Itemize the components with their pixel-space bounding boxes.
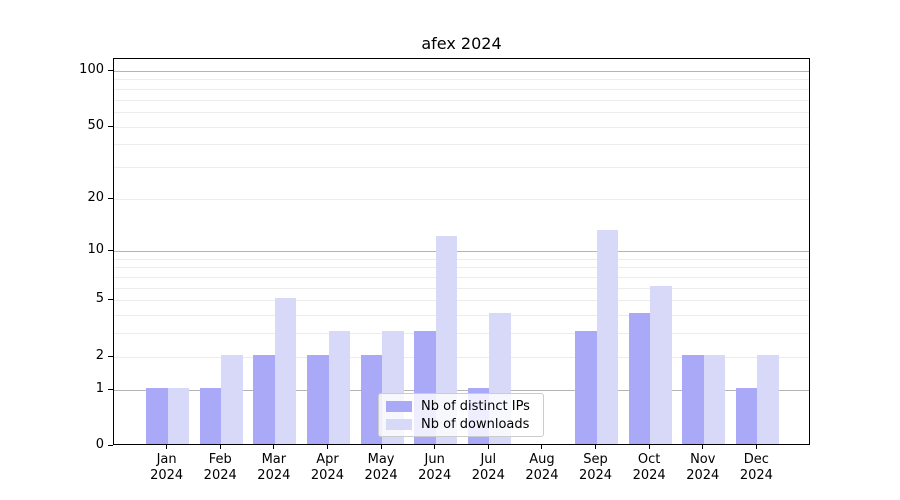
y-tick-label-100: 100: [79, 62, 104, 78]
x-tick-mar: [273, 445, 275, 449]
x-tick-sep: [595, 445, 597, 449]
gridline-8: [114, 267, 809, 269]
x-tick-label-nov: Nov 2024: [686, 452, 720, 483]
gridline-40: [114, 144, 809, 146]
bar-distinct-ips-mar: [253, 354, 275, 444]
y-tick-50: [108, 125, 113, 127]
bar-distinct-ips-sep: [575, 331, 597, 444]
gridline-90: [114, 79, 809, 81]
bar-downloads-jun: [435, 235, 458, 444]
x-tick-label-apr: Apr 2024: [310, 452, 344, 483]
bar-distinct-ips-feb: [199, 387, 222, 444]
bar-downloads-jan: [167, 387, 190, 444]
gridline-80: [114, 88, 809, 90]
gridline-100: [114, 71, 809, 73]
gridline-3: [114, 333, 809, 335]
x-tick-label-oct: Oct 2024: [632, 452, 666, 483]
y-tick-0: [108, 445, 113, 446]
x-tick-apr: [326, 445, 328, 449]
legend: Nb of distinct IPs Nb of downloads: [378, 393, 544, 437]
bar-downloads-mar: [274, 298, 297, 444]
y-tick-10: [108, 250, 113, 252]
legend-item-distinct-ips: Nb of distinct IPs: [386, 399, 536, 414]
bar-downloads-apr: [328, 331, 350, 444]
x-tick-label-aug: Aug 2024: [525, 452, 559, 483]
y-tick-label-10: 10: [87, 242, 104, 258]
x-tick-jul: [487, 445, 489, 449]
y-tick-label-20: 20: [87, 189, 104, 205]
x-tick-label-jun: Jun 2024: [418, 452, 452, 483]
chart-title: afex 2024: [421, 34, 502, 53]
bar-distinct-ips-dec: [735, 387, 758, 444]
legend-label-downloads: Nb of downloads: [421, 416, 530, 432]
y-tick-1: [108, 388, 113, 390]
y-tick-20: [108, 197, 113, 199]
legend-label-distinct-ips: Nb of distinct IPs: [421, 398, 530, 414]
gridline-4: [114, 315, 809, 317]
gridline-9: [114, 258, 809, 260]
gridline-1: [114, 389, 809, 391]
gridline-30: [114, 166, 809, 168]
x-tick-label-mar: Mar 2024: [257, 452, 291, 483]
bar-downloads-nov: [703, 354, 726, 444]
x-tick-label-jul: Jul 2024: [471, 452, 505, 483]
x-tick-may: [380, 445, 382, 449]
x-tick-oct: [648, 445, 650, 449]
plot-area: Nb of distinct IPs Nb of downloads: [113, 58, 810, 445]
y-tick-label-2: 2: [95, 347, 104, 363]
legend-swatch-downloads: [386, 418, 412, 430]
x-tick-label-may: May 2024: [364, 452, 398, 483]
gridline-2: [114, 356, 809, 358]
gridline-10: [114, 251, 809, 253]
bar-distinct-ips-oct: [628, 313, 651, 444]
y-tick-label-1: 1: [95, 380, 104, 396]
x-tick-dec: [755, 445, 757, 449]
gridline-6: [114, 287, 809, 289]
gridline-20: [114, 198, 809, 200]
bar-distinct-ips-nov: [682, 354, 704, 444]
bar-downloads-sep: [596, 229, 618, 444]
y-tick-5: [108, 299, 113, 301]
bar-distinct-ips-apr: [307, 354, 329, 444]
x-tick-feb: [219, 445, 221, 449]
bar-downloads-dec: [757, 354, 779, 444]
y-tick-label-50: 50: [87, 117, 104, 133]
bar-downloads-oct: [650, 285, 672, 444]
x-tick-nov: [702, 445, 704, 449]
bar-distinct-ips-may: [360, 354, 383, 444]
gridline-70: [114, 99, 809, 101]
gridline-60: [114, 111, 809, 113]
x-tick-aug: [541, 445, 543, 449]
x-tick-label-jan: Jan 2024: [150, 452, 184, 483]
legend-item-downloads: Nb of downloads: [386, 417, 536, 432]
x-tick-label-sep: Sep 2024: [578, 452, 613, 483]
y-tick-2: [108, 355, 113, 357]
gridline-5: [114, 300, 809, 302]
gridline-50: [114, 126, 809, 128]
y-tick-100: [108, 70, 113, 72]
bar-distinct-ips-jan: [146, 387, 168, 444]
bar-downloads-feb: [221, 354, 243, 444]
y-tick-label-0: 0: [95, 437, 104, 452]
x-tick-jan: [166, 445, 168, 449]
x-tick-label-feb: Feb 2024: [203, 452, 237, 483]
gridline-7: [114, 277, 809, 279]
x-tick-jun: [434, 445, 436, 449]
legend-swatch-distinct-ips: [386, 400, 412, 412]
y-tick-label-5: 5: [95, 291, 104, 307]
x-tick-label-dec: Dec 2024: [739, 452, 773, 483]
